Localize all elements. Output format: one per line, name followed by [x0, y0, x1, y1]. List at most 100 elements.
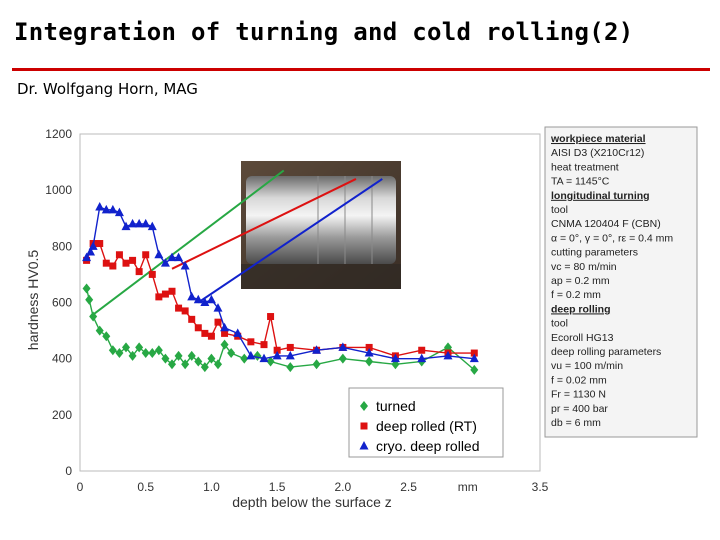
- x-tick-label: 3.5: [532, 480, 549, 494]
- data-point: [96, 240, 104, 248]
- data-point: [194, 356, 203, 367]
- data-point: [148, 348, 157, 359]
- data-point: [272, 350, 282, 360]
- data-point: [187, 350, 196, 361]
- slide-subtitle: Dr. Wolfgang Horn, MAG: [17, 80, 198, 98]
- y-tick-label: 800: [52, 239, 72, 253]
- data-point: [167, 252, 177, 262]
- legend: turned deep rolled (RT) cryo. deep rolled: [348, 387, 504, 458]
- x-tick-label: 0: [77, 480, 84, 494]
- data-point: [220, 339, 229, 350]
- series-2: [82, 202, 479, 363]
- x-tick-label: 0.5: [137, 480, 154, 494]
- legend-label: turned: [376, 398, 416, 414]
- data-point: [115, 251, 123, 259]
- slide-title: Integration of turning and cold rolling(…: [14, 18, 634, 46]
- data-point: [154, 249, 164, 259]
- data-point: [390, 353, 400, 363]
- data-point: [417, 353, 427, 363]
- parameter-line: longitudinal turning: [551, 190, 650, 202]
- data-point: [201, 329, 209, 337]
- data-point: [168, 359, 176, 370]
- x-tick-label: 2.0: [335, 480, 352, 494]
- data-point: [142, 251, 150, 259]
- parameter-line: AISI D3 (X210Cr12): [551, 147, 644, 159]
- data-point: [267, 313, 275, 321]
- legend-label: deep rolled (RT): [376, 418, 477, 434]
- data-point: [147, 221, 157, 231]
- parameter-line: pr = 400 bar: [551, 403, 608, 415]
- data-point: [148, 270, 156, 278]
- y-axis-ticks: 0 200 400 600 800 1000 1200: [45, 127, 72, 478]
- data-point: [470, 364, 479, 375]
- data-point: [135, 268, 143, 276]
- data-point: [221, 329, 229, 337]
- data-point: [200, 362, 209, 373]
- y-tick-label: 0: [65, 464, 72, 478]
- data-point: [88, 241, 98, 250]
- parameter-line: CNMA 120404 F (CBN): [551, 218, 661, 230]
- parameter-line: heat treatment: [551, 161, 619, 173]
- data-point: [175, 304, 183, 312]
- data-point: [174, 252, 184, 262]
- data-point: [161, 353, 170, 364]
- data-point: [180, 260, 190, 270]
- parameters-panel: workpiece material AISI D3 (X210Cr12) heat…: [544, 126, 698, 438]
- parameter-line: TA = 1145°C: [551, 176, 610, 188]
- data-point: [418, 346, 426, 354]
- data-point: [285, 350, 295, 360]
- x-axis-label: depth below the surface z: [232, 494, 392, 510]
- data-point: [188, 315, 196, 323]
- y-tick-label: 1200: [45, 127, 72, 141]
- data-point: [95, 202, 105, 211]
- y-tick-label: 400: [52, 352, 72, 366]
- parameter-line: workpiece material: [550, 133, 646, 145]
- data-point: [174, 350, 183, 361]
- data-point: [247, 338, 255, 346]
- data-point: [86, 246, 96, 256]
- data-point: [213, 303, 223, 312]
- data-point: [365, 343, 373, 351]
- parameter-line: deep rolling parameters: [551, 346, 661, 358]
- data-point: [128, 218, 138, 228]
- data-point: [181, 359, 190, 370]
- workpiece-photo: [241, 161, 401, 289]
- data-point: [365, 356, 374, 367]
- data-point: [312, 359, 321, 370]
- parameter-line: f = 0.2 mm: [551, 289, 601, 301]
- pointer-line: [89, 169, 285, 318]
- data-point: [207, 353, 216, 364]
- parameter-line: ap = 0.2 mm: [551, 275, 610, 287]
- parameter-line: vc = 80 m/min: [551, 261, 617, 273]
- parameter-line: vu = 100 m/min: [551, 360, 623, 372]
- data-point: [206, 294, 216, 304]
- pointer-line: [197, 178, 383, 304]
- parameter-line: db = 6 mm: [551, 417, 601, 429]
- data-point: [135, 342, 144, 353]
- data-point: [240, 353, 249, 364]
- data-point: [214, 318, 222, 326]
- data-point: [115, 348, 124, 359]
- y-axis-label: hardness HV0.5: [25, 250, 41, 351]
- data-point: [338, 342, 348, 351]
- data-point: [154, 345, 163, 356]
- series-1: [83, 240, 478, 360]
- data-point: [122, 342, 130, 353]
- data-point: [141, 348, 150, 359]
- data-point: [338, 353, 347, 364]
- data-point: [181, 307, 189, 315]
- data-point: [109, 262, 117, 270]
- data-point: [108, 204, 118, 214]
- data-point: [286, 362, 295, 373]
- data-point: [469, 353, 479, 363]
- data-point: [102, 331, 111, 342]
- x-tick-label: 1.5: [269, 480, 286, 494]
- parameter-line: tool: [551, 204, 568, 216]
- data-point: [102, 259, 110, 267]
- title-rule: [12, 68, 710, 71]
- data-point: [259, 353, 269, 363]
- data-point: [207, 332, 215, 340]
- data-point: [121, 221, 131, 231]
- data-point: [286, 343, 294, 351]
